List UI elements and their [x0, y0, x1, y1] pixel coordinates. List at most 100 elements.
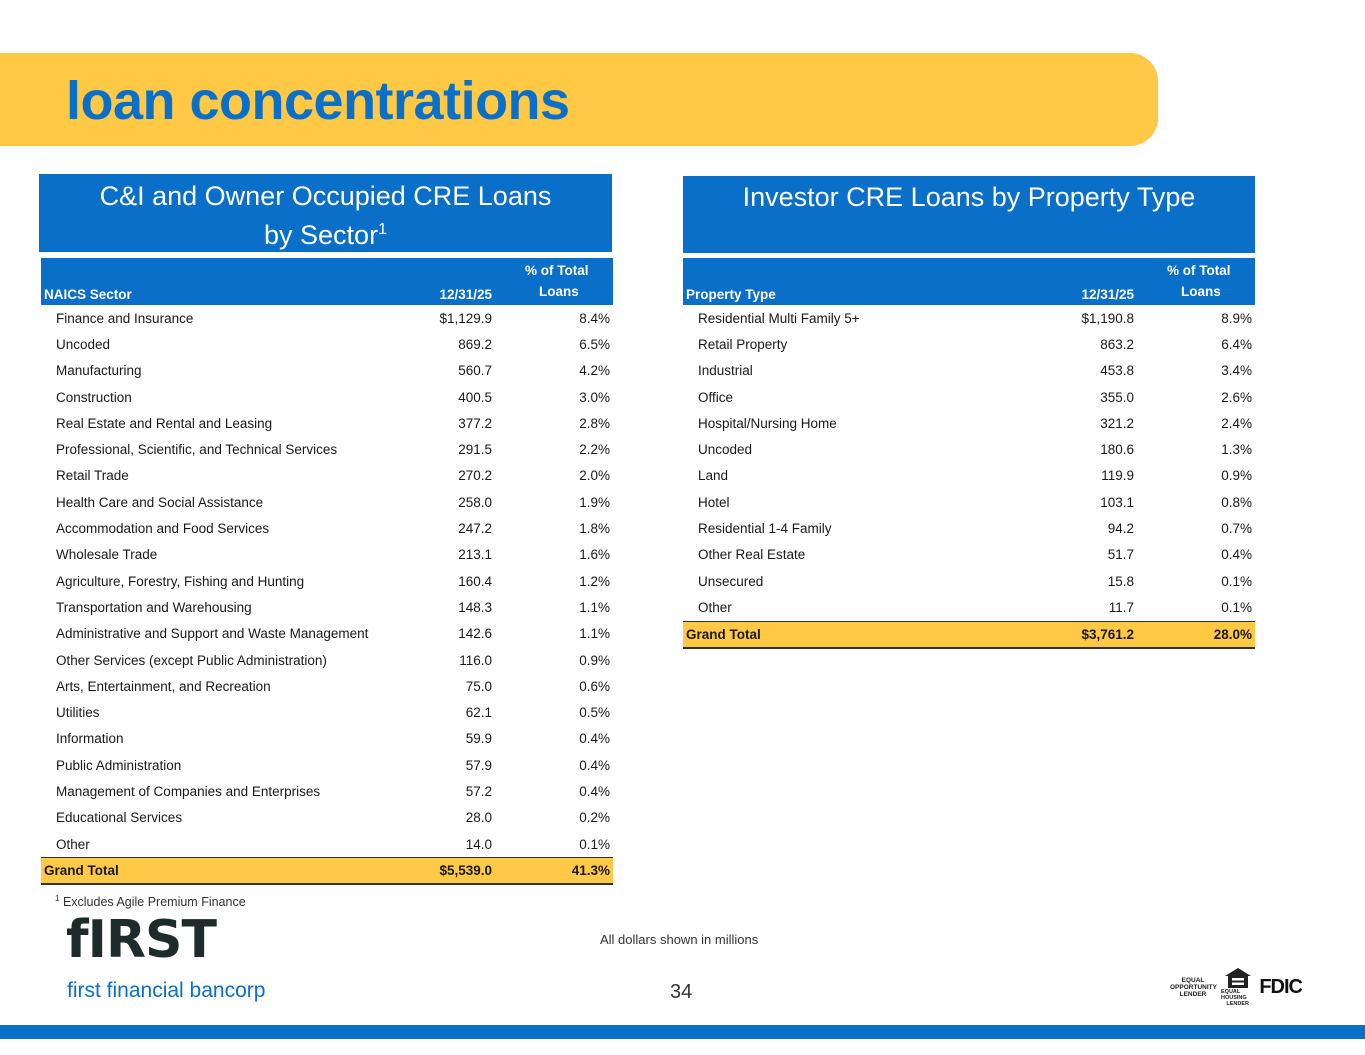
row-pct: 4.2%	[579, 363, 610, 379]
row-pct: 1.2%	[579, 573, 610, 589]
row-pct: 3.0%	[579, 389, 610, 405]
grand-total-pct: 41.3%	[495, 857, 613, 886]
row-amount: 103.1	[1100, 494, 1134, 510]
table-row: Retail Trade 270.2 2.0%	[41, 463, 613, 489]
row-pct: 0.5%	[579, 705, 610, 721]
table-row: Transportation and Warehousing 148.3 1.1%	[41, 594, 613, 620]
table-row: Residential Multi Family 5+ $1,190.8 8.9%	[683, 305, 1255, 331]
right-table-title: Investor CRE Loans by Property Type	[742, 182, 1196, 212]
row-label: Public Administration	[56, 757, 182, 773]
table-row: Other 14.0 0.1%	[41, 830, 613, 859]
row-label: Unsecured	[698, 573, 764, 589]
grand-total-pct: 28.0%	[1137, 621, 1255, 649]
row-pct: 0.6%	[579, 678, 610, 694]
col-header-pct: % of Total Loans	[1137, 258, 1255, 305]
row-amount: 863.2	[1100, 336, 1134, 352]
row-pct: 0.1%	[1137, 594, 1255, 622]
row-pct: 0.4%	[579, 783, 610, 799]
row-amount: $1,129.9	[439, 310, 492, 326]
table-row: Other Services (except Public Administra…	[41, 647, 613, 673]
table-row: Management of Companies and Enterprises 5…	[41, 778, 613, 804]
row-label: Other	[41, 830, 425, 859]
left-table-header: C&I and Owner Occupied CRE Loans by Sect…	[39, 174, 612, 252]
table-row: Public Administration 57.9 0.4%	[41, 752, 613, 778]
row-pct: 6.5%	[579, 336, 610, 352]
dollars-note: All dollars shown in millions	[600, 932, 759, 947]
row-label: Other Services (except Public Administra…	[56, 652, 327, 668]
table-row: Accommodation and Food Services 247.2 1.8%	[41, 515, 613, 541]
right-table-header: Investor CRE Loans by Property Type	[683, 176, 1255, 253]
row-pct: 1.3%	[1221, 442, 1252, 458]
row-amount: 62.1	[465, 705, 492, 721]
row-pct: 0.2%	[579, 810, 610, 826]
table-row: Uncoded 180.6 1.3%	[683, 436, 1255, 462]
row-pct: 8.4%	[579, 310, 610, 326]
col-header-date: 12/31/25	[1067, 258, 1137, 305]
table-row: Hospital/Nursing Home 321.2 2.4%	[683, 410, 1255, 436]
row-label: Uncoded	[698, 442, 753, 458]
bottom-bar	[0, 1025, 1365, 1039]
row-amount: 57.2	[465, 783, 492, 799]
table-row: Industrial 453.8 3.4%	[683, 358, 1255, 384]
table-row: Other 11.7 0.1%	[683, 594, 1255, 622]
col-header-date: 12/31/25	[425, 258, 495, 305]
row-pct: 2.8%	[579, 415, 610, 431]
row-amount: 291.5	[458, 442, 492, 458]
footnote: 1 Excludes Agile Premium Finance	[55, 894, 246, 910]
row-pct: 3.4%	[1221, 363, 1252, 379]
row-pct: 0.9%	[579, 652, 610, 668]
row-label: Land	[698, 468, 729, 484]
table-row: Hotel 103.1 0.8%	[683, 489, 1255, 515]
row-label: Wholesale Trade	[56, 547, 158, 563]
row-label: Educational Services	[56, 810, 183, 826]
row-label: Professional, Scientific, and Technical …	[56, 442, 338, 458]
row-amount: 377.2	[458, 415, 492, 431]
table-row: Administrative and Support and Waste Man…	[41, 621, 613, 647]
row-pct: 0.1%	[495, 830, 613, 859]
row-pct: 1.6%	[579, 547, 610, 563]
row-amount: 160.4	[458, 573, 492, 589]
row-label: Construction	[56, 389, 132, 405]
row-amount: 258.0	[458, 494, 492, 510]
row-amount: 11.7	[1067, 594, 1137, 622]
row-amount: 355.0	[1100, 389, 1134, 405]
row-amount: 270.2	[458, 468, 492, 484]
row-amount: $1,190.8	[1081, 310, 1134, 326]
row-label: Accommodation and Food Services	[56, 521, 270, 537]
row-label: Administrative and Support and Waste Man…	[56, 626, 369, 642]
row-amount: 321.2	[1100, 415, 1134, 431]
row-pct: 0.7%	[1221, 521, 1252, 537]
row-amount: 180.6	[1100, 442, 1134, 458]
table-row: Construction 400.5 3.0%	[41, 384, 613, 410]
row-label: Uncoded	[56, 336, 111, 352]
row-label: Residential Multi Family 5+	[698, 310, 860, 326]
left-table-title-line2: by Sector1	[264, 220, 387, 250]
row-label: Real Estate and Rental and Leasing	[56, 415, 273, 431]
row-amount: 247.2	[458, 521, 492, 537]
row-pct: 8.9%	[1221, 310, 1252, 326]
row-label: Office	[698, 389, 734, 405]
row-label: Management of Companies and Enterprises	[56, 783, 321, 799]
row-label: Industrial	[698, 363, 753, 379]
table-row: Educational Services 28.0 0.2%	[41, 805, 613, 831]
row-amount: 15.8	[1107, 573, 1134, 589]
row-pct: 1.1%	[579, 599, 610, 615]
row-amount: 14.0	[425, 830, 495, 859]
table-row: Information 59.9 0.4%	[41, 726, 613, 752]
left-table: NAICS Sector 12/31/25 % of Total Loans Fi…	[41, 258, 613, 886]
row-label: Residential 1-4 Family	[698, 521, 832, 537]
row-pct: 0.4%	[579, 757, 610, 773]
grand-total-amount: $5,539.0	[425, 857, 495, 886]
table-row: Agriculture, Forestry, Fishing and Hunti…	[41, 568, 613, 594]
row-label: Transportation and Warehousing	[56, 599, 252, 615]
col-header-property-type: Property Type	[683, 258, 1067, 305]
row-pct: 2.0%	[579, 468, 610, 484]
row-amount: 560.7	[458, 363, 492, 379]
company-logo: fIRST	[66, 910, 217, 970]
footnote-marker: 1	[378, 221, 387, 238]
row-amount: 59.9	[465, 731, 492, 747]
grand-total-label: Grand Total	[683, 621, 1067, 649]
company-name: first financial bancorp	[67, 979, 266, 1002]
table-row: Wholesale Trade 213.1 1.6%	[41, 542, 613, 568]
row-pct: 1.9%	[579, 494, 610, 510]
